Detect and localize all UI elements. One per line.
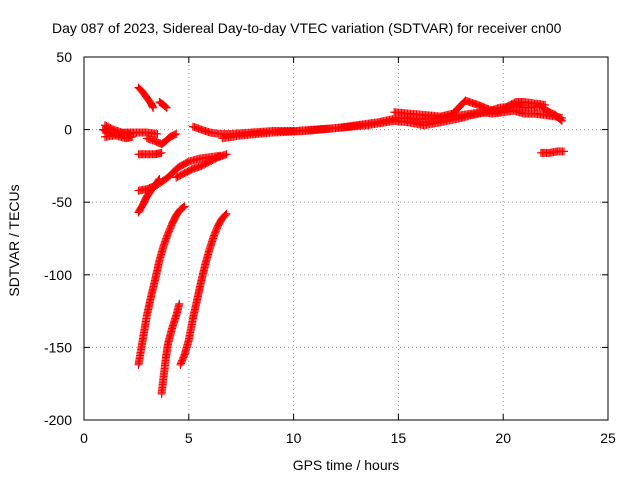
chart-title: Day 087 of 2023, Sidereal Day-to-day VTE… — [52, 20, 562, 36]
y-tick-label: 0 — [64, 122, 72, 138]
x-tick-label: 15 — [391, 430, 407, 446]
x-axis-title: GPS time / hours — [293, 457, 400, 473]
data-point — [149, 103, 158, 112]
y-tick-label: -150 — [44, 339, 72, 355]
x-tick-label: 20 — [495, 430, 511, 446]
series-track-early-c — [100, 131, 137, 143]
series-track-dip-a — [134, 174, 164, 217]
series-track-morning-b — [172, 150, 231, 182]
data-point — [162, 103, 171, 112]
series-track-day-b — [218, 102, 566, 143]
series-track-day-c — [390, 96, 550, 121]
series-track-mid — [142, 129, 181, 149]
tick-labels: 0 5 10 15 20 25 -200 -150 -100 -50 0 50 — [44, 49, 616, 446]
data-point — [172, 129, 181, 138]
data-point — [222, 209, 231, 218]
data-point — [221, 210, 230, 219]
data-point — [161, 102, 170, 111]
series-track-high-a — [134, 83, 158, 112]
series-track-steep-b — [157, 299, 184, 398]
data-point — [557, 116, 566, 125]
series-track-steep-c — [176, 209, 231, 369]
x-tick-label: 10 — [286, 430, 302, 446]
data-point — [155, 174, 164, 183]
data-points — [98, 83, 568, 398]
x-tick-label: 5 — [185, 430, 193, 446]
y-tick-label: 50 — [56, 49, 72, 65]
data-point — [556, 115, 565, 124]
x-tick-label: 0 — [80, 430, 88, 446]
data-point — [180, 202, 189, 211]
data-point — [175, 299, 184, 308]
plot-frame — [83, 56, 609, 421]
data-point — [128, 132, 137, 141]
x-tick-label: 25 — [600, 430, 616, 446]
y-tick-label: -50 — [52, 194, 72, 210]
data-point — [157, 148, 166, 157]
data-point — [541, 100, 550, 109]
y-axis-title: SDTVAR / TECUs — [6, 184, 22, 296]
series-track-low-c — [134, 148, 166, 159]
series-track-late — [536, 147, 568, 157]
axis-ticks — [83, 56, 609, 421]
data-point — [222, 150, 231, 159]
series-track-high-b — [155, 98, 171, 112]
series-track-steep-a — [134, 202, 189, 369]
data-point — [154, 176, 163, 185]
data-point — [179, 203, 188, 212]
y-tick-label: -100 — [44, 267, 72, 283]
data-point — [153, 129, 162, 138]
y-tick-label: -200 — [44, 412, 72, 428]
data-point — [559, 147, 568, 156]
